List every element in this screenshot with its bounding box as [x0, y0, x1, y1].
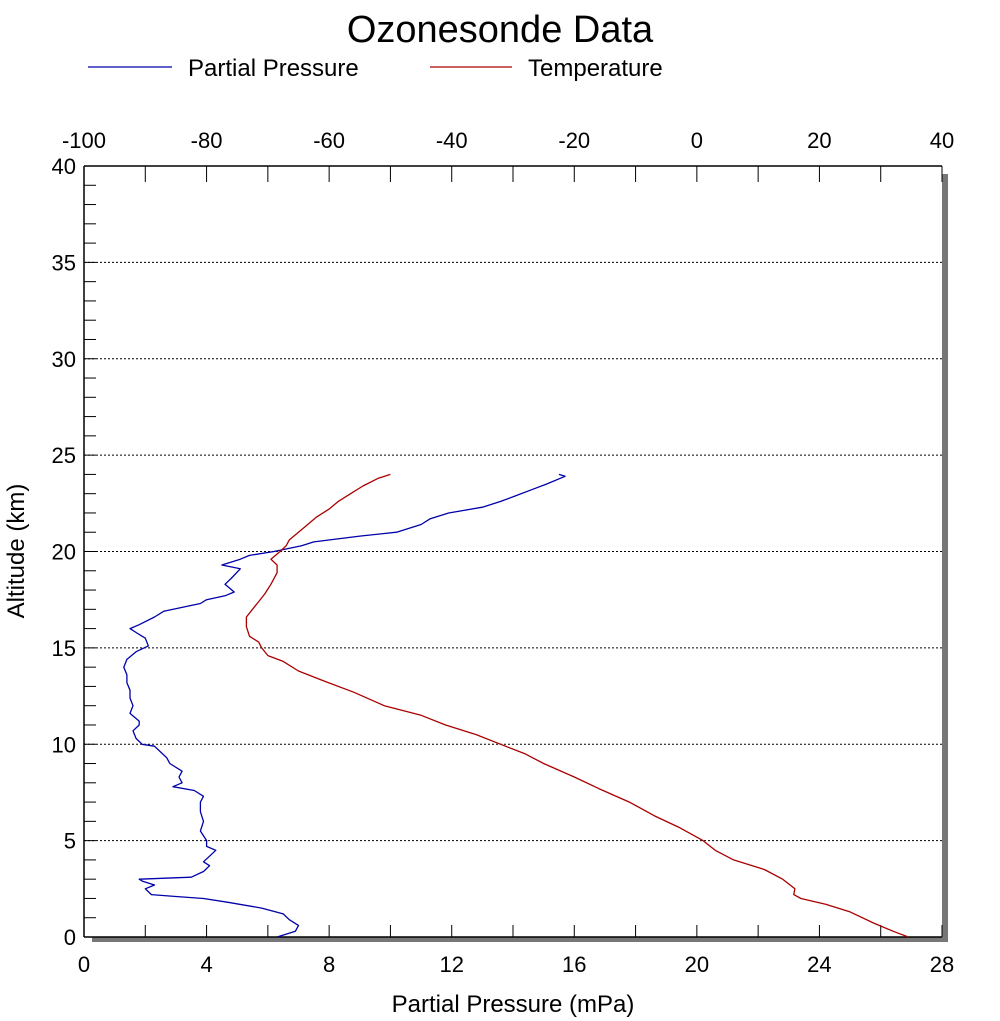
y-tick-label: 40 [52, 154, 76, 179]
y-tick-label: 0 [64, 925, 76, 950]
x-bottom-tick-label: 24 [807, 952, 831, 977]
series-line-partial-pressure [123, 473, 566, 938]
series-layer [123, 473, 909, 938]
series-line-temperature [245, 473, 909, 938]
y-tick-label: 15 [52, 636, 76, 661]
x-top-tick-label: -100 [62, 128, 106, 153]
x-top-tick-label: -60 [313, 128, 345, 153]
axes: 0 5 10 15 20 25 30 35 40 0 4 8 12 16 20 24 28 -100 -80 -60 -… [52, 128, 955, 977]
y-axis-title: Altitude (km) [3, 484, 30, 619]
x-top-tick-label: -20 [558, 128, 590, 153]
x-bottom-tick-label: 4 [200, 952, 212, 977]
x-bottom-tick-label: 16 [562, 952, 586, 977]
y-tick-label: 35 [52, 250, 76, 275]
legend: Partial Pressure Temperature [88, 55, 663, 82]
x-bottom-tick-label: 28 [930, 952, 954, 977]
legend-label: Temperature [528, 55, 663, 82]
x-top-tick-label: 40 [930, 128, 954, 153]
y-tick-label: 10 [52, 732, 76, 757]
x-bottom-tick-label: 20 [685, 952, 709, 977]
x-bottom-tick-label: 12 [439, 952, 463, 977]
chart-title: Ozonesonde Data [347, 9, 654, 51]
y-tick-label: 25 [52, 443, 76, 468]
y-tick-label: 20 [52, 540, 76, 565]
x-top-tick-label: 20 [807, 128, 831, 153]
legend-label: Partial Pressure [188, 55, 359, 82]
x-bottom-tick-label: 0 [78, 952, 90, 977]
x-bottom-tick-label: 8 [323, 952, 335, 977]
grid [84, 261, 942, 842]
x-axis-title: Partial Pressure (mPa) [392, 991, 635, 1018]
x-top-tick-label: -40 [436, 128, 468, 153]
y-tick-label: 30 [52, 347, 76, 372]
x-top-tick-label: -80 [191, 128, 223, 153]
y-tick-label: 5 [64, 829, 76, 854]
x-top-tick-label: 0 [691, 128, 703, 153]
